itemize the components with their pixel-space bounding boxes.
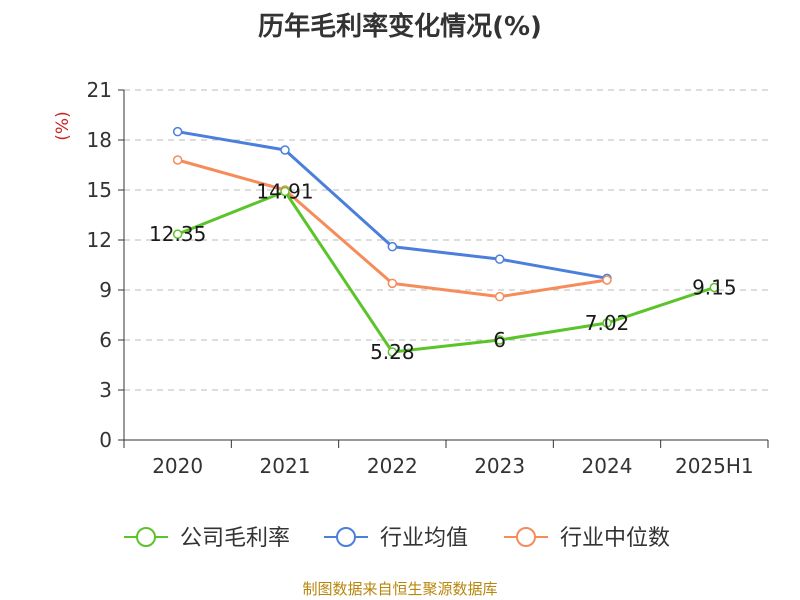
y-tick-label: 15 (87, 178, 112, 202)
legend-swatch-marker (516, 527, 536, 547)
legend-swatch-marker (136, 527, 156, 547)
data-point[interactable] (602, 318, 612, 328)
x-tick-label: 2020 (152, 454, 203, 478)
x-tick-label: 2025H1 (675, 454, 754, 478)
y-tick-label: 6 (99, 328, 112, 352)
data-point[interactable] (280, 145, 290, 155)
series-line (177, 130, 608, 280)
legend-item[interactable]: 行业均值 (324, 526, 468, 551)
data-point[interactable] (172, 155, 183, 165)
data-point[interactable] (494, 335, 505, 345)
data-point[interactable] (172, 229, 183, 239)
x-tick-label: 2022 (367, 454, 418, 478)
data-point[interactable] (280, 186, 290, 197)
data-labels: 12.35 14.91 5.28 6 7.02 9.15 (149, 180, 737, 365)
x-tick-label: 2023 (474, 454, 525, 478)
data-source-note: 制图数据来自恒生聚源数据库 (302, 580, 498, 598)
axes: 0 3 6 9 12 15 18 21 2020 2021 2022 2023 2024 2025H1 (87, 78, 769, 478)
data-point[interactable] (387, 278, 398, 289)
y-tick-label: 9 (99, 278, 112, 302)
legend-label: 公司毛利率 (180, 526, 290, 551)
data-point[interactable] (387, 347, 398, 357)
x-tick-label: 2021 (260, 454, 311, 478)
data-label: 12.35 (149, 222, 206, 246)
legend-swatch-marker (336, 527, 356, 547)
x-tick-label: 2024 (582, 454, 633, 478)
y-axis-unit-label: (%) (53, 111, 73, 140)
chart-title: 历年毛利率变化情况(%) (258, 12, 542, 42)
data-point[interactable] (387, 241, 398, 252)
data-point[interactable] (709, 282, 720, 293)
y-tick-label: 0 (99, 428, 112, 452)
data-label: 7.02 (585, 311, 630, 335)
series-lines (172, 126, 720, 357)
data-label: 9.15 (692, 276, 737, 300)
data-point[interactable] (494, 291, 505, 302)
legend-label: 行业均值 (380, 526, 468, 551)
y-tick-label: 12 (87, 228, 112, 252)
y-tick-label: 18 (87, 128, 112, 152)
data-point[interactable] (172, 126, 183, 137)
series-line (177, 158, 608, 299)
series-2 (172, 155, 612, 302)
legend-item[interactable]: 行业中位数 (504, 526, 670, 551)
data-label: 5.28 (370, 340, 415, 364)
data-label: 6 (493, 328, 506, 352)
data-point[interactable] (602, 275, 612, 285)
series-0 (172, 186, 720, 357)
legend: 公司毛利率 行业均值 行业中位数 (124, 526, 670, 551)
data-label: 14.91 (256, 180, 313, 204)
legend-label: 行业中位数 (560, 526, 670, 551)
y-tick-label: 21 (87, 78, 112, 102)
series-line (177, 190, 715, 354)
data-point[interactable] (494, 254, 505, 264)
series-1 (172, 126, 612, 284)
y-tick-label: 3 (99, 378, 112, 402)
legend-item[interactable]: 公司毛利率 (124, 526, 290, 551)
